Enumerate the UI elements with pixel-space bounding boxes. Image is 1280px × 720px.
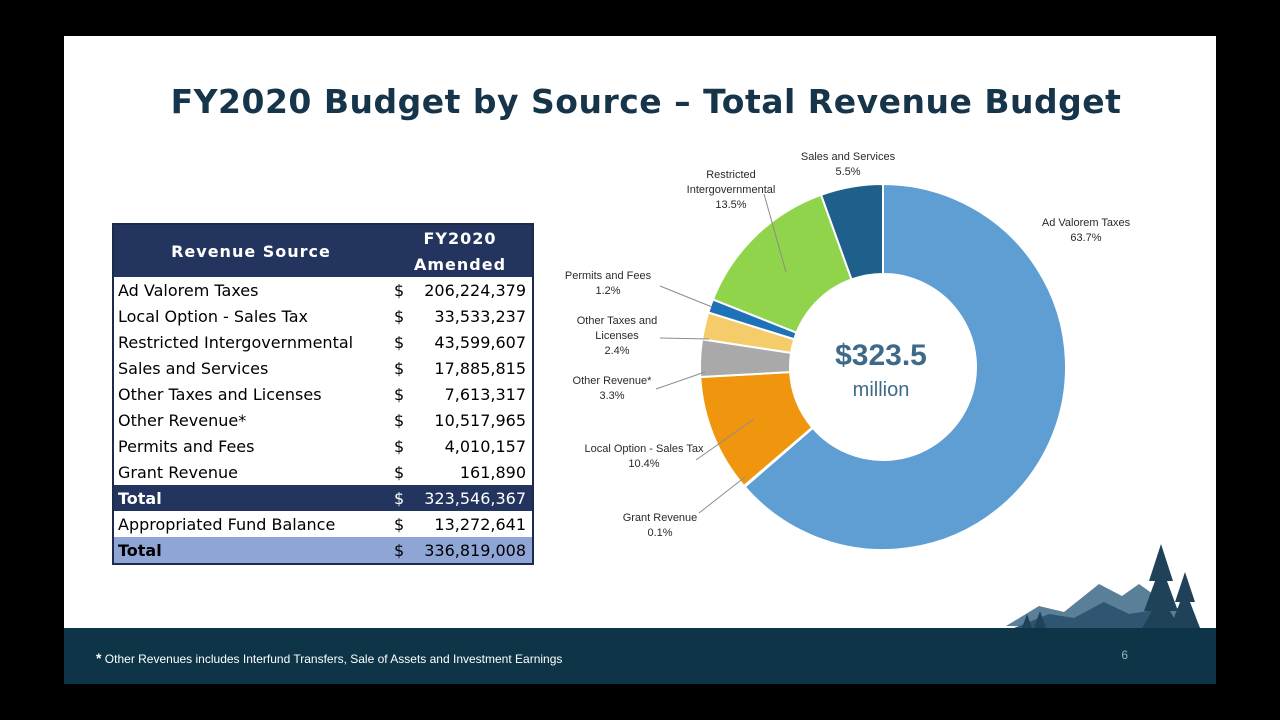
row-amount: 10,517,965 <box>434 410 526 430</box>
table-row: Grant Revenue $161,890 <box>113 459 533 485</box>
total-label: Total <box>113 485 388 511</box>
grand-total-amount: 336,819,008 <box>412 537 533 564</box>
row-source: Ad Valorem Taxes <box>118 280 259 300</box>
fund-balance-dollar: $ <box>394 514 405 534</box>
slice-pct-label: 0.1% <box>647 527 672 539</box>
total-amount: 323,546,367 <box>412 485 533 511</box>
row-source: Restricted Intergovernmental <box>118 332 354 352</box>
table-header-row: Revenue Source FY2020 <box>113 224 533 277</box>
center-value: $323.5 <box>835 339 927 372</box>
slice-labels: Ad Valorem Taxes 63.7% Grant Revenue 0.1% Lo… <box>565 151 1131 539</box>
footer-bar: * Other Revenues includes Interfund Tran… <box>64 628 1216 684</box>
donut-chart: Ad Valorem Taxes 63.7% Grant Revenue 0.1% Lo… <box>565 151 1200 632</box>
grand-total-row: Total $ 336,819,008 <box>113 537 533 564</box>
total-row: Total $ 323,546,367 <box>113 485 533 511</box>
footnote-text: Other Revenues includes Interfund Transf… <box>104 652 563 666</box>
slide: FY2020 Budget by Source – Total Revenue … <box>64 36 1216 684</box>
row-source: Other Revenue* <box>118 410 247 430</box>
row-dollar: $ <box>394 280 405 300</box>
slice-pct-label: 3.3% <box>599 390 624 402</box>
slice-name-label: Other Taxes and <box>577 315 658 327</box>
header-fy2020: FY2020 <box>388 224 533 251</box>
slice-pct-label: 1.2% <box>595 285 620 297</box>
slice-name-label: Grant Revenue <box>623 512 698 524</box>
row-amount: 206,224,379 <box>424 280 526 300</box>
leader-line <box>695 418 755 461</box>
fund-balance-label: Appropriated Fund Balance <box>118 514 336 534</box>
fund-balance-amount: 13,272,641 <box>434 514 526 534</box>
leader-line <box>698 476 746 514</box>
row-dollar: $ <box>394 306 405 326</box>
table-row: Other Revenue* $10,517,965 <box>113 407 533 433</box>
donut-slices <box>699 182 1067 551</box>
grand-total-label: Total <box>113 537 388 564</box>
table-header-row-2: Amended <box>113 251 533 277</box>
slide-title: FY2020 Budget by Source – Total Revenue … <box>170 82 1122 121</box>
revenue-table: Revenue Source FY2020 Amended Ad Valorem… <box>112 223 534 565</box>
slice-name-label: Intergovernmental <box>687 184 776 196</box>
footnote: * Other Revenues includes Interfund Tran… <box>96 650 562 666</box>
slice-name-label: Restricted <box>706 169 756 181</box>
slice-pct-label: 13.5% <box>715 199 746 211</box>
total-dollar: $ <box>388 485 412 511</box>
header-amended: Amended <box>388 251 533 277</box>
fund-balance-row: Appropriated Fund Balance $ 13,272,641 <box>113 511 533 537</box>
row-source: Sales and Services <box>118 358 269 378</box>
footnote-asterisk: * <box>96 650 102 666</box>
slice-name-label: Ad Valorem Taxes <box>1042 217 1131 229</box>
row-dollar: $ <box>394 462 405 482</box>
table-row: Other Taxes and Licenses $7,613,317 <box>113 381 533 407</box>
row-amount: 4,010,157 <box>444 436 526 456</box>
row-dollar: $ <box>394 358 405 378</box>
leader-line <box>763 193 787 273</box>
table-row: Local Option - Sales Tax $33,533,237 <box>113 303 533 329</box>
row-source: Permits and Fees <box>118 436 255 456</box>
row-amount: 7,613,317 <box>444 384 526 404</box>
row-source: Other Taxes and Licenses <box>118 384 322 404</box>
row-amount: 43,599,607 <box>434 332 526 352</box>
row-dollar: $ <box>394 436 405 456</box>
slice-name-label: Other Revenue* <box>573 375 653 387</box>
leader-line <box>655 371 706 390</box>
slice-pct-label: 2.4% <box>604 345 629 357</box>
mountain-tree-logo <box>1006 544 1200 632</box>
table-row: Restricted Intergovernmental $43,599,607 <box>113 329 533 355</box>
slice-name-label: Licenses <box>595 330 639 342</box>
header-revenue-source: Revenue Source <box>113 224 388 277</box>
leader-line <box>659 337 710 340</box>
row-source: Local Option - Sales Tax <box>118 306 308 326</box>
row-amount: 17,885,815 <box>434 358 526 378</box>
table-row: Ad Valorem Taxes $206,224,379 <box>113 277 533 303</box>
center-unit: million <box>853 379 910 401</box>
grand-total-dollar: $ <box>388 537 412 564</box>
row-dollar: $ <box>394 384 405 404</box>
leader-lines <box>655 193 787 514</box>
row-dollar: $ <box>394 332 405 352</box>
slice-pct-label: 10.4% <box>628 458 659 470</box>
row-amount: 33,533,237 <box>434 306 526 326</box>
row-source: Grant Revenue <box>118 462 238 482</box>
slice-name-label: Local Option - Sales Tax <box>584 443 704 455</box>
table-row: Permits and Fees $4,010,157 <box>113 433 533 459</box>
page-number: 6 <box>1121 648 1128 662</box>
row-dollar: $ <box>394 410 405 430</box>
slice-pct-label: 5.5% <box>835 166 860 178</box>
table-body: Ad Valorem Taxes $206,224,379 Local Option… <box>113 277 533 485</box>
slice-name-label: Permits and Fees <box>565 270 652 282</box>
leader-line <box>659 285 713 308</box>
slice-ad-valorem-taxes <box>743 182 1067 551</box>
table-row: Sales and Services $17,885,815 <box>113 355 533 381</box>
slice-pct-label: 63.7% <box>1070 232 1101 244</box>
slice-name-label: Sales and Services <box>801 151 896 163</box>
row-amount: 161,890 <box>459 462 526 482</box>
slice-sales-and-services <box>819 182 884 281</box>
